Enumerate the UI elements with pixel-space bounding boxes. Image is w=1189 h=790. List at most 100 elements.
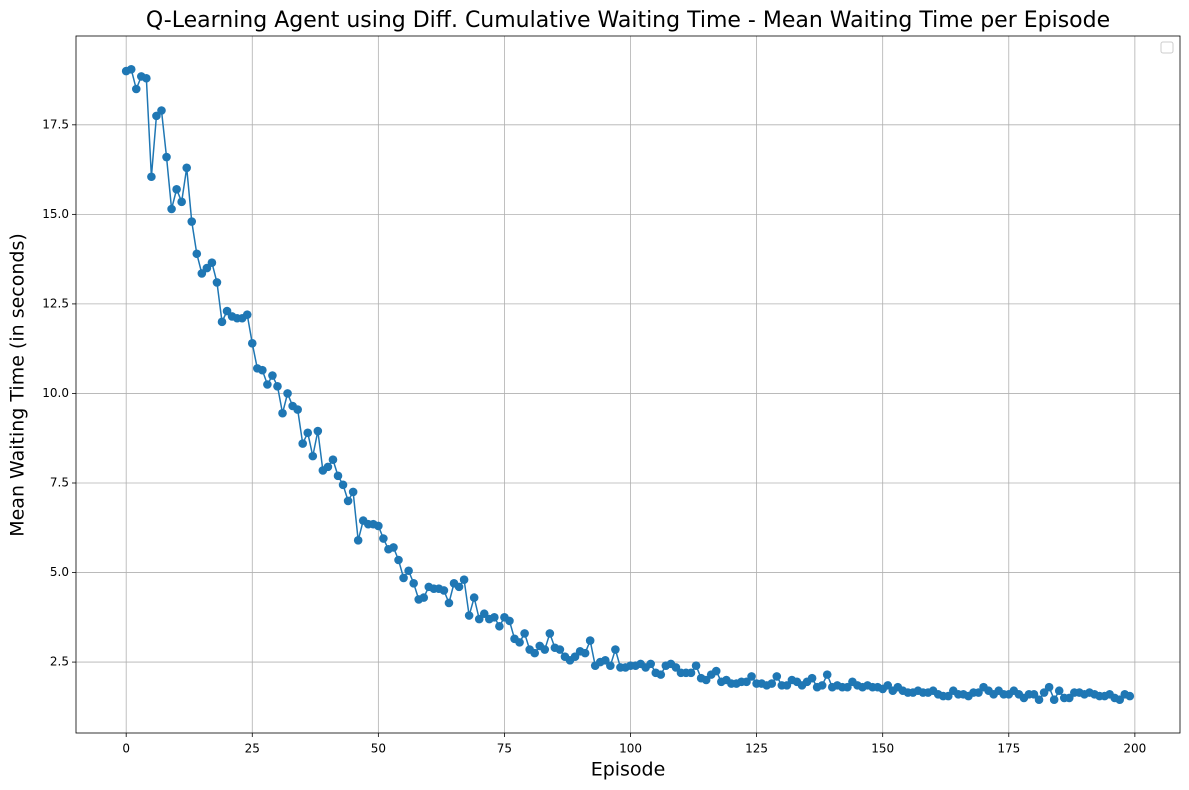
- marker: [379, 534, 388, 543]
- marker: [1044, 682, 1054, 692]
- y-tick-label: 15.0: [42, 207, 69, 221]
- marker: [348, 487, 358, 497]
- marker: [242, 310, 252, 319]
- marker: [530, 648, 539, 658]
- x-tick-label: 75: [497, 742, 512, 756]
- marker: [646, 659, 655, 669]
- x-tick-label: 200: [1123, 742, 1146, 756]
- marker: [807, 673, 817, 683]
- x-tick-label: 25: [245, 742, 260, 756]
- marker: [172, 184, 181, 194]
- marker: [545, 629, 555, 638]
- marker: [323, 462, 333, 472]
- marker: [515, 638, 524, 647]
- marker: [701, 675, 711, 685]
- marker: [419, 593, 429, 602]
- marker: [601, 655, 610, 665]
- marker: [580, 648, 590, 658]
- marker: [479, 609, 489, 619]
- x-tick-label: 100: [619, 742, 642, 756]
- x-axis-label: Episode: [591, 759, 666, 781]
- marker: [711, 666, 721, 676]
- marker: [691, 661, 701, 670]
- marker: [585, 636, 595, 645]
- marker: [147, 172, 156, 182]
- marker: [197, 269, 207, 278]
- marker: [389, 543, 398, 552]
- marker: [303, 428, 313, 438]
- y-tick-label: 7.5: [50, 475, 69, 489]
- marker: [343, 496, 353, 506]
- y-tick-label: 2.5: [50, 655, 69, 669]
- marker: [1115, 695, 1125, 704]
- marker: [268, 371, 277, 380]
- marker: [439, 586, 449, 595]
- marker: [404, 566, 413, 576]
- x-tick-label: 50: [371, 742, 386, 756]
- y-axis-label: Mean Waiting Time (in seconds): [7, 233, 29, 537]
- marker: [222, 306, 232, 316]
- marker: [258, 365, 267, 375]
- marker: [474, 614, 484, 624]
- marker: [611, 645, 620, 654]
- marker: [1125, 691, 1135, 701]
- marker: [313, 426, 323, 436]
- y-tick-label: 17.5: [42, 117, 69, 131]
- marker: [686, 668, 696, 678]
- marker: [495, 621, 504, 631]
- y-tick-label: 12.5: [42, 296, 69, 310]
- marker: [444, 598, 454, 608]
- marker: [767, 679, 777, 688]
- marker: [126, 65, 136, 74]
- marker: [1054, 686, 1064, 696]
- marker: [308, 451, 318, 461]
- marker: [293, 405, 302, 414]
- marker: [469, 593, 479, 602]
- marker: [606, 661, 615, 670]
- marker: [822, 670, 832, 679]
- x-tick-label: 0: [122, 742, 130, 756]
- marker: [1039, 688, 1049, 697]
- marker: [142, 73, 151, 83]
- y-tick-label: 5.0: [50, 565, 69, 579]
- marker: [1034, 695, 1044, 704]
- marker: [1064, 693, 1074, 703]
- marker: [1029, 690, 1039, 699]
- marker: [157, 106, 166, 115]
- marker: [298, 439, 308, 448]
- marker: [187, 217, 197, 226]
- plot-frame: [75, 35, 1181, 734]
- marker: [394, 555, 403, 565]
- marker: [974, 688, 983, 697]
- marker: [273, 381, 282, 391]
- chart-title: Q-Learning Agent using Diff. Cumulative …: [146, 8, 1110, 33]
- marker: [772, 672, 782, 681]
- marker: [212, 278, 222, 287]
- marker: [520, 629, 529, 638]
- marker: [883, 681, 893, 690]
- marker: [817, 681, 827, 690]
- x-tick-label: 175: [997, 742, 1020, 756]
- marker: [167, 204, 176, 214]
- marker: [570, 652, 580, 662]
- marker: [656, 670, 666, 679]
- marker: [217, 317, 227, 327]
- marker: [747, 672, 756, 681]
- marker: [202, 263, 212, 273]
- marker: [1049, 695, 1059, 704]
- marker: [742, 677, 751, 687]
- marker: [490, 613, 499, 622]
- marker: [671, 663, 681, 672]
- marker: [162, 152, 171, 162]
- marker: [943, 691, 953, 701]
- marker: [328, 455, 338, 465]
- x-tick-label: 125: [745, 742, 768, 756]
- marker: [540, 645, 550, 654]
- marker: [283, 389, 292, 398]
- y-tick-label: 10.0: [42, 386, 69, 400]
- marker: [454, 582, 464, 592]
- marker: [464, 611, 474, 620]
- marker: [247, 339, 257, 348]
- marker: [399, 573, 408, 583]
- marker: [374, 521, 383, 531]
